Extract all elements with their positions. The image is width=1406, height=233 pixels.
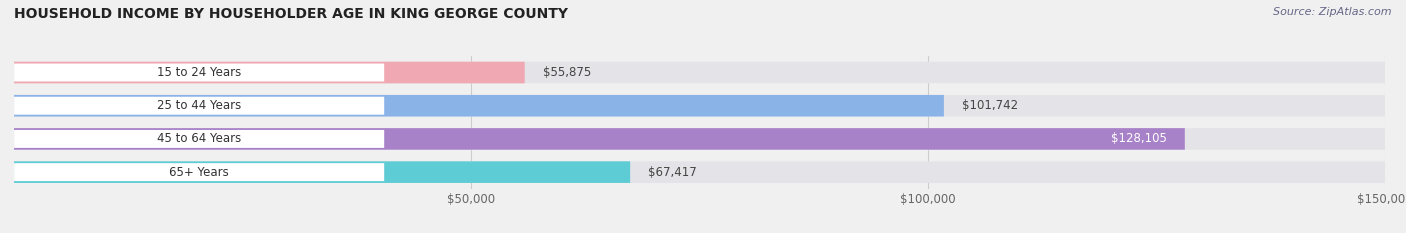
FancyBboxPatch shape [14, 95, 943, 116]
Text: 45 to 64 Years: 45 to 64 Years [157, 132, 242, 145]
FancyBboxPatch shape [14, 64, 384, 82]
FancyBboxPatch shape [14, 97, 384, 115]
FancyBboxPatch shape [14, 128, 1185, 150]
FancyBboxPatch shape [14, 161, 1385, 183]
Text: $128,105: $128,105 [1111, 132, 1167, 145]
FancyBboxPatch shape [14, 163, 384, 181]
Text: Source: ZipAtlas.com: Source: ZipAtlas.com [1274, 7, 1392, 17]
Text: HOUSEHOLD INCOME BY HOUSEHOLDER AGE IN KING GEORGE COUNTY: HOUSEHOLD INCOME BY HOUSEHOLDER AGE IN K… [14, 7, 568, 21]
Text: 15 to 24 Years: 15 to 24 Years [157, 66, 242, 79]
Text: 65+ Years: 65+ Years [169, 166, 229, 179]
Text: 25 to 44 Years: 25 to 44 Years [157, 99, 242, 112]
FancyBboxPatch shape [14, 62, 1385, 83]
Text: $101,742: $101,742 [962, 99, 1018, 112]
FancyBboxPatch shape [14, 95, 1385, 116]
FancyBboxPatch shape [14, 62, 524, 83]
Text: $67,417: $67,417 [648, 166, 697, 179]
FancyBboxPatch shape [14, 161, 630, 183]
FancyBboxPatch shape [14, 130, 384, 148]
FancyBboxPatch shape [14, 128, 1385, 150]
Text: $55,875: $55,875 [543, 66, 592, 79]
